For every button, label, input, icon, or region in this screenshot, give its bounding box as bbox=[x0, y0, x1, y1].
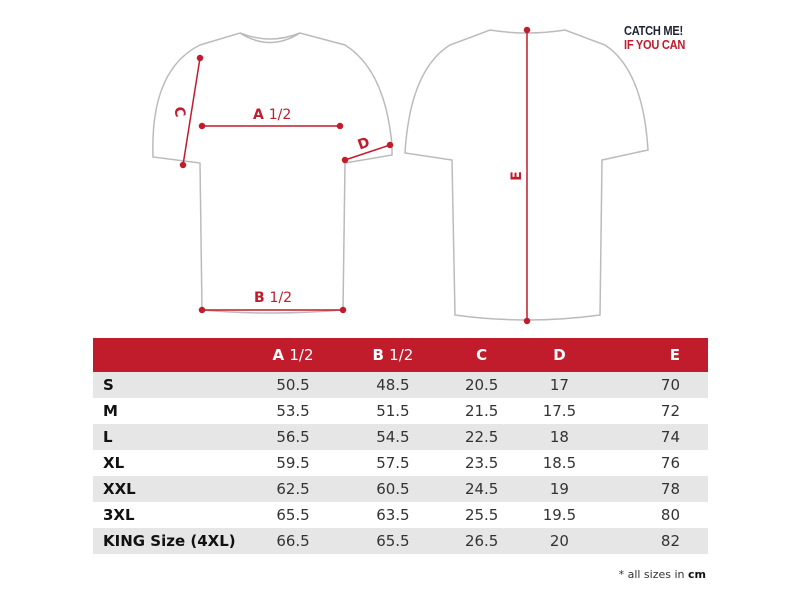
table-row: 3XL 65.5 63.5 25.5 19.5 80 bbox=[93, 502, 708, 528]
value-cell: 70 bbox=[598, 372, 708, 398]
value-cell: 65.5 bbox=[343, 528, 443, 554]
footnote: * all sizes in cm bbox=[618, 568, 706, 581]
col-header-c: C bbox=[442, 338, 521, 372]
value-cell: 57.5 bbox=[376, 454, 410, 472]
value-cell: 19 bbox=[520, 476, 599, 502]
col-header-b: B 1/2 bbox=[343, 338, 443, 372]
value-cell: 20.5 bbox=[442, 372, 521, 398]
value-cell: 19.5 bbox=[542, 506, 577, 524]
value-cell: 18.5 bbox=[542, 454, 577, 472]
label-a: A 1/2 bbox=[253, 107, 292, 123]
value-cell: 18 bbox=[520, 424, 599, 450]
col-header-e: E bbox=[598, 338, 708, 372]
value-cell: 25.5 bbox=[464, 506, 499, 524]
value-cell: 82 bbox=[598, 528, 708, 554]
value-cell: 17.5 bbox=[542, 402, 577, 420]
value-cell: 80 bbox=[660, 506, 680, 524]
label-e: E bbox=[508, 171, 525, 181]
value-cell: 66.5 bbox=[243, 528, 344, 554]
size-cell: 3XL bbox=[103, 506, 135, 524]
value-cell: 60.5 bbox=[343, 476, 443, 502]
size-cell: M bbox=[103, 402, 118, 420]
value-cell: 63.5 bbox=[376, 506, 410, 524]
value-cell: 72 bbox=[660, 402, 680, 420]
front-shirt-outline bbox=[152, 32, 393, 314]
value-cell: 23.5 bbox=[464, 454, 499, 472]
back-shirt-outline bbox=[404, 29, 649, 321]
value-cell: 65.5 bbox=[276, 506, 310, 524]
value-cell: 53.5 bbox=[276, 402, 310, 420]
size-cell: S bbox=[93, 372, 243, 398]
measure-lines bbox=[179, 26, 531, 325]
col-header-d: D bbox=[520, 338, 599, 372]
value-cell: 74 bbox=[598, 424, 708, 450]
table-row: XXL 62.5 60.5 24.5 19 78 bbox=[93, 476, 708, 502]
size-cell: KING Size (4XL) bbox=[93, 528, 243, 554]
value-cell: 76 bbox=[660, 454, 680, 472]
brand-logo: CATCH ME! IF YOU CAN bbox=[624, 23, 686, 52]
size-cell: XL bbox=[103, 454, 125, 472]
value-cell: 48.5 bbox=[343, 372, 443, 398]
col-header-a: A 1/2 bbox=[243, 338, 344, 372]
table-header: A 1/2 B 1/2 C D E bbox=[93, 338, 708, 372]
size-cell: L bbox=[93, 424, 243, 450]
size-table: A 1/2 B 1/2 C D E S 50.5 48.5 20.5 17 70 M 53.5… bbox=[93, 338, 708, 554]
value-cell: 59.5 bbox=[276, 454, 310, 472]
value-cell: 62.5 bbox=[243, 476, 344, 502]
value-cell: 78 bbox=[598, 476, 708, 502]
table-row: L 56.5 54.5 22.5 18 74 bbox=[93, 424, 708, 450]
table-row: S 50.5 48.5 20.5 17 70 bbox=[93, 372, 708, 398]
value-cell: 21.5 bbox=[464, 402, 499, 420]
value-cell: 50.5 bbox=[243, 372, 344, 398]
value-cell: 20 bbox=[520, 528, 599, 554]
value-cell: 54.5 bbox=[343, 424, 443, 450]
table-row: M 53.5 51.5 21.5 17.5 72 bbox=[93, 398, 708, 424]
value-cell: 51.5 bbox=[376, 402, 410, 420]
value-cell: 22.5 bbox=[442, 424, 521, 450]
tshirt-diagram bbox=[152, 26, 649, 325]
label-b: B 1/2 bbox=[254, 290, 293, 306]
table-row: KING Size (4XL) 66.5 65.5 26.5 20 82 bbox=[93, 528, 708, 554]
table-row: XL 59.5 57.5 23.5 18.5 76 bbox=[93, 450, 708, 476]
value-cell: 56.5 bbox=[243, 424, 344, 450]
value-cell: 26.5 bbox=[442, 528, 521, 554]
size-cell: XXL bbox=[93, 476, 243, 502]
value-cell: 17 bbox=[520, 372, 599, 398]
value-cell: 24.5 bbox=[442, 476, 521, 502]
